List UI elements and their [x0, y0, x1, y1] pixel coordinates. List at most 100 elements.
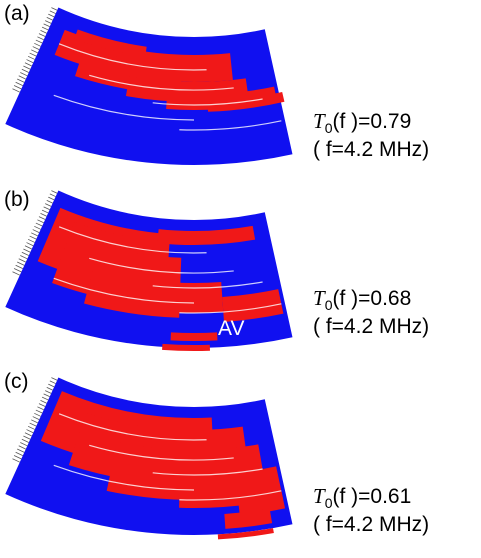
scale-tick [45, 390, 52, 394]
boundary-line [152, 468, 263, 476]
scale-tick [23, 248, 31, 253]
scale-tick [29, 52, 37, 57]
symbol: T [313, 484, 326, 508]
scale-tick [26, 429, 34, 434]
scale-tick [21, 68, 29, 73]
panel-label: (c) [4, 370, 29, 393]
scale-tick [31, 49, 38, 54]
red-region [74, 29, 147, 57]
panel-label: (b) [4, 188, 30, 211]
boundary-line [89, 444, 234, 461]
subscript: 0 [325, 297, 333, 313]
scale-tick [18, 445, 26, 450]
frequency-text: ( f=4.2 MHz) [313, 315, 429, 338]
scale-tick [20, 255, 28, 260]
boundary-line [58, 413, 207, 441]
value: =0.68 [358, 287, 411, 310]
scale-tick [37, 36, 44, 41]
scale-tick [34, 225, 41, 230]
scale-tick [18, 75, 26, 80]
scale-tick [27, 238, 35, 243]
scale-tick [41, 26, 49, 31]
scale-tick [51, 7, 58, 11]
boundary-line [53, 277, 195, 304]
subscript: 0 [325, 495, 333, 511]
argument: (f ) [332, 287, 358, 310]
boundary-line [179, 490, 282, 501]
scale-tick [20, 72, 28, 77]
scale-tick [40, 29, 47, 34]
scale-tick [51, 377, 58, 381]
scale-tick [18, 258, 26, 263]
red-region [150, 280, 224, 313]
scale-tick [13, 85, 22, 90]
scale-tick [41, 209, 49, 214]
scale-tick [40, 212, 47, 217]
value: =0.79 [358, 110, 411, 133]
scale-tick [12, 458, 20, 463]
panel-label: (a) [4, 2, 30, 25]
scale-tick [12, 271, 20, 276]
panel [5, 190, 293, 351]
scale-tick [15, 81, 23, 86]
scale-tick [24, 62, 32, 67]
red-region [157, 225, 256, 245]
annotation: AV [218, 317, 244, 340]
scale-tick [29, 422, 37, 427]
boundary-line [152, 281, 263, 289]
scale-tick [38, 216, 46, 220]
scale-tick [35, 409, 43, 414]
scale-tick [38, 33, 46, 37]
red-region [237, 490, 286, 516]
scale-tick [43, 23, 50, 28]
scale-tick [46, 199, 53, 204]
boundary-line [53, 464, 195, 491]
boundary-line [179, 303, 282, 314]
boundary-line [179, 120, 282, 131]
panel [5, 377, 293, 540]
scale-tick [38, 403, 46, 407]
argument: (f ) [332, 110, 358, 133]
scale-tick [23, 435, 31, 440]
red-region [162, 343, 210, 351]
scale-tick [20, 442, 28, 447]
scale-tick [26, 242, 34, 247]
red-region [170, 332, 218, 341]
scale-tick [35, 39, 43, 44]
scale-tick [49, 10, 56, 14]
boundary-line [89, 74, 234, 91]
scale-tick [17, 448, 25, 453]
scale-tick [32, 46, 40, 50]
scale-tick [49, 193, 56, 197]
scale-tick [37, 219, 44, 224]
scale-tick [48, 13, 55, 18]
panel [5, 7, 293, 166]
boundary-line [89, 257, 234, 274]
scale-tick [17, 261, 25, 266]
boundary-line [152, 98, 263, 106]
scale-tick [45, 203, 52, 207]
scale-tick [17, 78, 25, 83]
symbol: T [313, 109, 326, 133]
scale-tick [24, 432, 32, 437]
scale-tick [29, 235, 37, 240]
argument: (f ) [332, 485, 358, 508]
frequency-text: ( f=4.2 MHz) [313, 513, 429, 536]
red-region [217, 528, 274, 540]
parameter-text: T0(f )=0.61 [313, 484, 411, 511]
scale-tick [24, 245, 32, 250]
scale-tick [35, 222, 43, 227]
scale-tick [46, 386, 53, 391]
parameter-text: T0(f )=0.79 [313, 109, 411, 136]
scale-tick [51, 190, 58, 194]
scale-tick [32, 416, 40, 420]
scale-tick [15, 264, 23, 269]
scale-tick [48, 383, 55, 388]
scale-tick [15, 451, 23, 456]
scale-tick [13, 455, 22, 460]
boundary-line [58, 43, 207, 71]
scale-tick [45, 20, 52, 24]
scale-tick [21, 251, 29, 256]
parameter-text: T0(f )=0.68 [313, 286, 411, 313]
